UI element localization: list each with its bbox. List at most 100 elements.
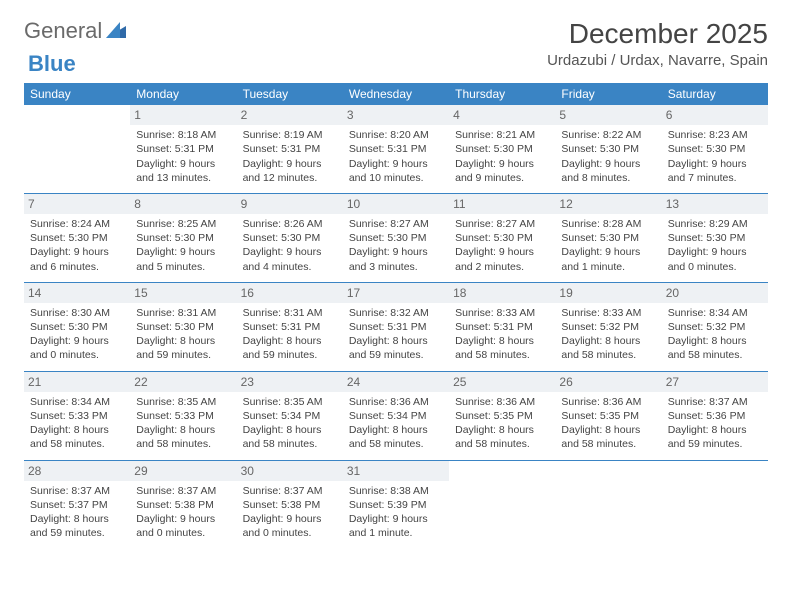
day-number: 9	[237, 194, 343, 214]
day-info-line: Daylight: 9 hours	[455, 157, 549, 171]
day-info-line: Sunset: 5:30 PM	[455, 231, 549, 245]
day-info-line: Sunset: 5:30 PM	[668, 231, 762, 245]
calendar-day-cell: 1Sunrise: 8:18 AMSunset: 5:31 PMDaylight…	[130, 105, 236, 193]
calendar-day-cell: 2Sunrise: 8:19 AMSunset: 5:31 PMDaylight…	[237, 105, 343, 193]
day-info-line: and 58 minutes.	[561, 437, 655, 451]
day-info-line: Sunrise: 8:22 AM	[561, 128, 655, 142]
day-info-line: Daylight: 9 hours	[668, 245, 762, 259]
day-info-line: Daylight: 9 hours	[243, 245, 337, 259]
day-info-line: Sunrise: 8:20 AM	[349, 128, 443, 142]
calendar-day-cell: 4Sunrise: 8:21 AMSunset: 5:30 PMDaylight…	[449, 105, 555, 193]
day-number: 17	[343, 283, 449, 303]
day-number: 31	[343, 461, 449, 481]
day-info-line: and 0 minutes.	[30, 348, 124, 362]
day-info-line: Sunset: 5:30 PM	[30, 231, 124, 245]
calendar-day-cell: 22Sunrise: 8:35 AMSunset: 5:33 PMDayligh…	[130, 371, 236, 460]
day-info-line: Sunset: 5:34 PM	[349, 409, 443, 423]
day-number: 26	[555, 372, 661, 392]
calendar-day-cell: 14Sunrise: 8:30 AMSunset: 5:30 PMDayligh…	[24, 282, 130, 371]
day-info-line: Sunrise: 8:33 AM	[561, 306, 655, 320]
day-info-line: and 1 minute.	[349, 526, 443, 540]
day-info-line: and 7 minutes.	[668, 171, 762, 185]
calendar-day-cell: 17Sunrise: 8:32 AMSunset: 5:31 PMDayligh…	[343, 282, 449, 371]
day-number: 7	[24, 194, 130, 214]
day-info-line: Daylight: 9 hours	[349, 157, 443, 171]
day-info-line: Sunset: 5:32 PM	[668, 320, 762, 334]
day-number: 27	[662, 372, 768, 392]
day-info-line: and 58 minutes.	[349, 437, 443, 451]
day-info-line: Sunrise: 8:23 AM	[668, 128, 762, 142]
day-info-line: Daylight: 8 hours	[668, 334, 762, 348]
day-info-line: Sunset: 5:30 PM	[30, 320, 124, 334]
day-info-line: Daylight: 8 hours	[136, 423, 230, 437]
month-title: December 2025	[547, 18, 768, 50]
weekday-header: Wednesday	[343, 83, 449, 105]
day-info-line: Daylight: 8 hours	[349, 334, 443, 348]
day-info-line: Sunrise: 8:36 AM	[349, 395, 443, 409]
day-info-line: Sunrise: 8:32 AM	[349, 306, 443, 320]
day-info-line: Sunrise: 8:18 AM	[136, 128, 230, 142]
calendar-week-row: 7Sunrise: 8:24 AMSunset: 5:30 PMDaylight…	[24, 193, 768, 282]
calendar-day-cell: 24Sunrise: 8:36 AMSunset: 5:34 PMDayligh…	[343, 371, 449, 460]
day-info-line: and 5 minutes.	[136, 260, 230, 274]
day-info-line: and 58 minutes.	[455, 437, 549, 451]
day-number: 29	[130, 461, 236, 481]
calendar-day-cell: 30Sunrise: 8:37 AMSunset: 5:38 PMDayligh…	[237, 460, 343, 548]
calendar-body: 1Sunrise: 8:18 AMSunset: 5:31 PMDaylight…	[24, 105, 768, 548]
day-info-line: and 6 minutes.	[30, 260, 124, 274]
calendar-day-cell: 9Sunrise: 8:26 AMSunset: 5:30 PMDaylight…	[237, 193, 343, 282]
day-info-line: Sunrise: 8:37 AM	[30, 484, 124, 498]
day-info-line: Sunrise: 8:38 AM	[349, 484, 443, 498]
day-number: 19	[555, 283, 661, 303]
day-info-line: Daylight: 8 hours	[243, 423, 337, 437]
day-info-line: Sunrise: 8:21 AM	[455, 128, 549, 142]
day-number: 21	[24, 372, 130, 392]
day-info-line: Sunrise: 8:24 AM	[30, 217, 124, 231]
day-info-line: and 0 minutes.	[243, 526, 337, 540]
day-info-line: Daylight: 9 hours	[30, 334, 124, 348]
logo-triangle-icon	[106, 18, 126, 44]
day-info-line: Sunset: 5:31 PM	[243, 320, 337, 334]
day-number: 8	[130, 194, 236, 214]
calendar-day-cell	[449, 460, 555, 548]
day-number: 12	[555, 194, 661, 214]
day-number: 28	[24, 461, 130, 481]
calendar-day-cell: 3Sunrise: 8:20 AMSunset: 5:31 PMDaylight…	[343, 105, 449, 193]
day-number: 4	[449, 105, 555, 125]
day-info-line: and 58 minutes.	[30, 437, 124, 451]
day-info-line: Daylight: 8 hours	[561, 334, 655, 348]
day-info-line: and 0 minutes.	[668, 260, 762, 274]
calendar-day-cell: 15Sunrise: 8:31 AMSunset: 5:30 PMDayligh…	[130, 282, 236, 371]
day-info-line: and 58 minutes.	[561, 348, 655, 362]
day-info-line: Sunset: 5:30 PM	[136, 231, 230, 245]
day-info-line: Sunrise: 8:37 AM	[243, 484, 337, 498]
day-info-line: Sunset: 5:36 PM	[668, 409, 762, 423]
calendar-day-cell: 16Sunrise: 8:31 AMSunset: 5:31 PMDayligh…	[237, 282, 343, 371]
day-number: 2	[237, 105, 343, 125]
day-info-line: Sunrise: 8:35 AM	[136, 395, 230, 409]
day-number: 14	[24, 283, 130, 303]
calendar-day-cell: 29Sunrise: 8:37 AMSunset: 5:38 PMDayligh…	[130, 460, 236, 548]
day-number: 22	[130, 372, 236, 392]
day-info-line: and 3 minutes.	[349, 260, 443, 274]
logo-text-general: General	[24, 18, 102, 44]
day-info-line: Sunrise: 8:34 AM	[30, 395, 124, 409]
calendar-day-cell: 12Sunrise: 8:28 AMSunset: 5:30 PMDayligh…	[555, 193, 661, 282]
day-info-line: and 58 minutes.	[243, 437, 337, 451]
day-info-line: Sunrise: 8:25 AM	[136, 217, 230, 231]
day-number: 13	[662, 194, 768, 214]
day-info-line: Daylight: 8 hours	[243, 334, 337, 348]
day-info-line: Sunrise: 8:37 AM	[668, 395, 762, 409]
day-info-line: Daylight: 9 hours	[561, 245, 655, 259]
day-info-line: Daylight: 8 hours	[668, 423, 762, 437]
day-info-line: and 8 minutes.	[561, 171, 655, 185]
day-info-line: Sunset: 5:38 PM	[136, 498, 230, 512]
calendar-day-cell: 5Sunrise: 8:22 AMSunset: 5:30 PMDaylight…	[555, 105, 661, 193]
day-number: 18	[449, 283, 555, 303]
day-info-line: and 12 minutes.	[243, 171, 337, 185]
calendar-day-cell: 18Sunrise: 8:33 AMSunset: 5:31 PMDayligh…	[449, 282, 555, 371]
calendar-day-cell: 13Sunrise: 8:29 AMSunset: 5:30 PMDayligh…	[662, 193, 768, 282]
day-info-line: Sunset: 5:31 PM	[243, 142, 337, 156]
day-number: 25	[449, 372, 555, 392]
day-info-line: Sunrise: 8:26 AM	[243, 217, 337, 231]
